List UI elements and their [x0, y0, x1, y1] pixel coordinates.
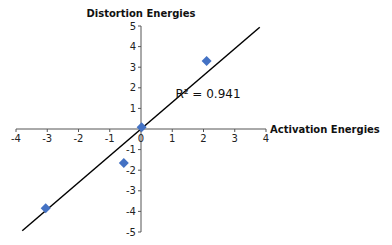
- y-tick: [138, 149, 141, 150]
- y-tick-label: 1: [130, 103, 136, 114]
- y-tick: [138, 87, 141, 88]
- x-tick-label: -3: [42, 133, 52, 144]
- y-tick-label: -1: [126, 144, 136, 155]
- x-tick: [109, 129, 110, 132]
- y-tick: [138, 190, 141, 191]
- x-tick-label: -2: [74, 133, 84, 144]
- y-tick: [138, 46, 141, 47]
- y-tick-label: -3: [126, 185, 136, 196]
- y-tick-label: 5: [130, 21, 136, 32]
- x-axis-label: Activation Energies: [270, 124, 380, 135]
- chart: -4-3-2-101234-5-4-3-2-112345R² = 0.941Ac…: [0, 0, 392, 245]
- y-tick-label: 3: [130, 62, 136, 73]
- plot-area: [22, 27, 260, 231]
- y-tick: [138, 232, 141, 233]
- x-tick-label: 2: [200, 133, 206, 144]
- x-tick-label: 3: [232, 133, 238, 144]
- y-tick-label: -2: [126, 165, 136, 176]
- y-tick-label: -4: [126, 206, 136, 217]
- x-tick-label: 4: [263, 133, 269, 144]
- x-tick-label: 1: [169, 133, 175, 144]
- x-tick-label: 0: [138, 133, 144, 144]
- data-point: [41, 203, 51, 213]
- y-tick: [138, 170, 141, 171]
- data-point: [137, 122, 147, 132]
- y-tick: [138, 26, 141, 27]
- y-tick: [138, 67, 141, 68]
- y-tick: [138, 108, 141, 109]
- fit-line: [22, 27, 260, 231]
- x-tick-label: -1: [105, 133, 115, 144]
- x-tick: [78, 129, 79, 132]
- x-tick-label: -4: [11, 133, 21, 144]
- x-tick: [47, 129, 48, 132]
- y-tick-label: 2: [130, 82, 136, 93]
- y-axis-label: Distortion Energies: [87, 8, 196, 19]
- annotation: R² = 0.941: [175, 87, 240, 101]
- x-tick: [266, 129, 267, 132]
- data-point: [202, 56, 212, 66]
- data-point: [119, 158, 129, 168]
- x-tick: [16, 129, 17, 132]
- y-tick-label: -5: [126, 227, 136, 238]
- x-tick: [172, 129, 173, 132]
- x-tick: [203, 129, 204, 132]
- x-tick: [234, 129, 235, 132]
- y-tick-label: 4: [130, 41, 136, 52]
- y-tick: [138, 211, 141, 212]
